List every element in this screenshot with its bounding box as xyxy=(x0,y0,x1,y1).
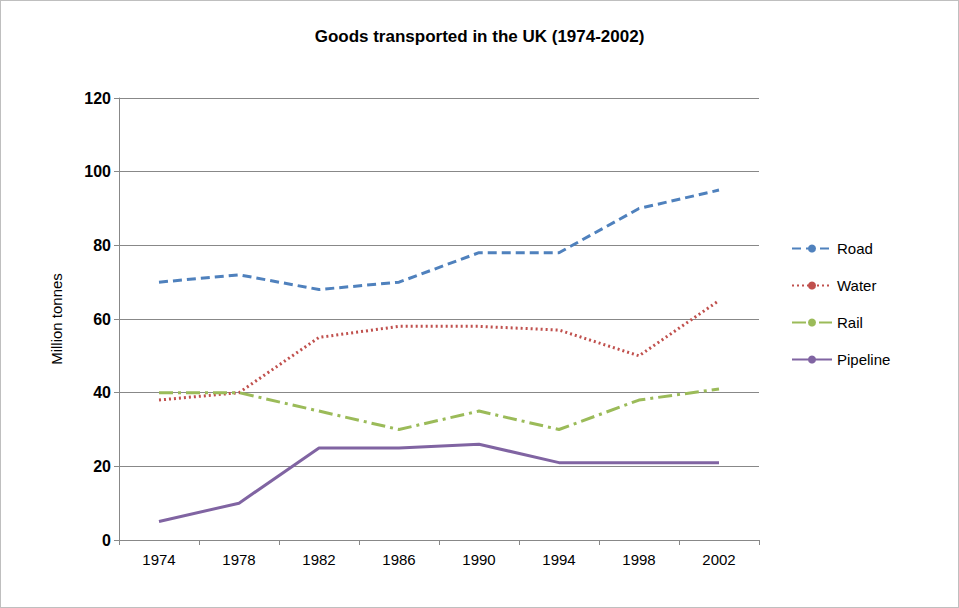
svg-text:Goods transported in the UK (1: Goods transported in the UK (1974-2002) xyxy=(315,27,645,46)
svg-text:40: 40 xyxy=(93,384,111,401)
svg-text:1998: 1998 xyxy=(622,551,655,568)
svg-text:2002: 2002 xyxy=(702,551,735,568)
svg-text:Water: Water xyxy=(837,277,876,294)
svg-text:80: 80 xyxy=(93,237,111,254)
svg-text:100: 100 xyxy=(84,163,111,180)
svg-text:Rail: Rail xyxy=(837,314,863,331)
svg-text:1978: 1978 xyxy=(222,551,255,568)
svg-text:120: 120 xyxy=(84,90,111,107)
svg-text:20: 20 xyxy=(93,458,111,475)
svg-text:1982: 1982 xyxy=(302,551,335,568)
svg-text:0: 0 xyxy=(102,532,111,549)
svg-text:1990: 1990 xyxy=(462,551,495,568)
svg-text:1986: 1986 xyxy=(382,551,415,568)
svg-text:1994: 1994 xyxy=(542,551,575,568)
svg-text:Million tonnes: Million tonnes xyxy=(48,273,65,365)
svg-text:60: 60 xyxy=(93,311,111,328)
svg-text:Road: Road xyxy=(837,240,873,257)
svg-text:Pipeline: Pipeline xyxy=(837,351,890,368)
svg-text:1974: 1974 xyxy=(142,551,175,568)
